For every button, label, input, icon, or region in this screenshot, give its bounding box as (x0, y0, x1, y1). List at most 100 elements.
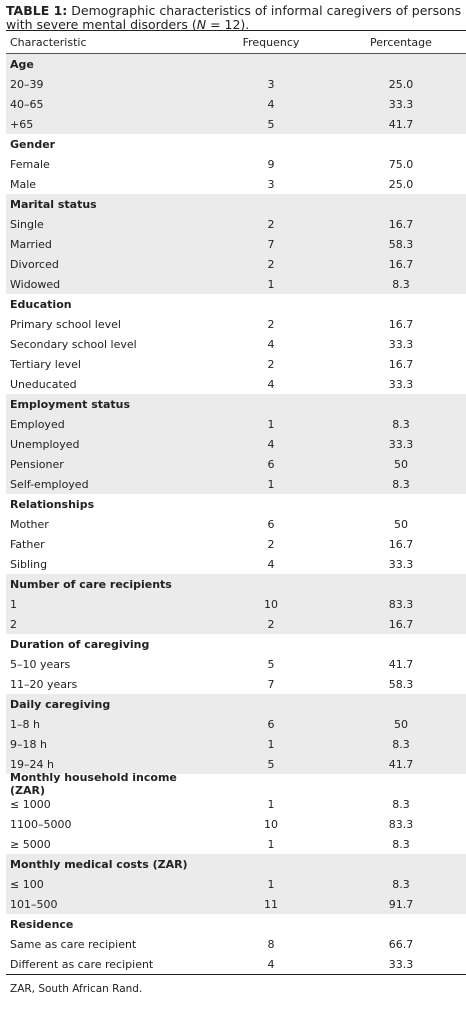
table-row: 40–65 4 33.3 (6, 94, 466, 114)
table-row: Sibling 4 33.3 (6, 554, 466, 574)
cell-percentage: 33.3 (388, 437, 414, 451)
table-footnote: ZAR, South African Rand. (10, 983, 143, 995)
cell-percentage: 8.3 (392, 837, 410, 851)
cell-frequency: 3 (267, 177, 275, 191)
section-title: Duration of caregiving (10, 637, 150, 651)
cell-characteristic: ≤ 1000 (10, 797, 51, 811)
cell-percentage: 16.7 (388, 257, 414, 271)
cell-frequency: 1 (267, 797, 275, 811)
section-title: Monthly medical costs (ZAR) (10, 857, 188, 871)
table-row: Single 2 16.7 (6, 214, 466, 234)
cell-frequency: 1 (267, 877, 275, 891)
section-title: Age (10, 57, 34, 71)
cell-percentage: 83.3 (388, 817, 414, 831)
cell-percentage: 33.3 (388, 957, 414, 971)
cell-frequency: 10 (264, 817, 278, 831)
table-caption-n-value: = 12). (206, 17, 250, 32)
cell-percentage: 16.7 (388, 317, 414, 331)
table-body: Age 20–39 3 25.0 40–65 4 33.3 +65 5 41.7 Gender Fem… (6, 54, 466, 974)
table-caption-label: TABLE 1: (6, 3, 68, 18)
cell-percentage: 41.7 (388, 657, 414, 671)
section-title: Daily caregiving (10, 697, 111, 711)
cell-frequency: 2 (267, 357, 275, 371)
cell-percentage: 25.0 (388, 77, 414, 91)
table-row: 1 10 83.3 (6, 594, 466, 614)
section-heading: Gender (6, 134, 466, 154)
cell-frequency: 2 (267, 537, 275, 551)
cell-percentage: 66.7 (388, 937, 414, 951)
cell-percentage: 33.3 (388, 557, 414, 571)
cell-characteristic: +65 (10, 117, 34, 131)
cell-frequency: 3 (267, 77, 275, 91)
cell-characteristic: Single (10, 217, 44, 231)
cell-characteristic: 9–18 h (10, 737, 47, 751)
section-heading: Education (6, 294, 466, 314)
section-title: Gender (10, 137, 56, 151)
cell-characteristic: Same as care recipient (10, 937, 137, 951)
table-header-row: Characteristic Frequency Percentage (6, 31, 466, 54)
table-row: Self-employed 1 8.3 (6, 474, 466, 494)
cell-frequency: 1 (267, 477, 275, 491)
table-row: Female 9 75.0 (6, 154, 466, 174)
cell-characteristic: Mother (10, 517, 49, 531)
cell-frequency: 7 (267, 237, 275, 251)
table-row: 1100–5000 10 83.3 (6, 814, 466, 834)
cell-characteristic: 101–500 (10, 897, 58, 911)
cell-characteristic: 19–24 h (10, 757, 54, 771)
table-row: Male 3 25.0 (6, 174, 466, 194)
table-caption-text: Demographic characteristics of informal … (6, 3, 462, 32)
table-row: Divorced 2 16.7 (6, 254, 466, 274)
cell-frequency: 1 (267, 737, 275, 751)
cell-frequency: 1 (267, 277, 275, 291)
cell-characteristic: 1100–5000 (10, 817, 72, 831)
table-row: 101–500 11 91.7 (6, 894, 466, 914)
section-heading: Daily caregiving (6, 694, 466, 714)
cell-percentage: 25.0 (388, 177, 414, 191)
cell-percentage: 8.3 (392, 877, 410, 891)
cell-percentage: 91.7 (388, 897, 414, 911)
section-heading: Number of care recipients (6, 574, 466, 594)
cell-characteristic: ≥ 5000 (10, 837, 51, 851)
section-title: Relationships (10, 497, 95, 511)
table-row: Father 2 16.7 (6, 534, 466, 554)
cell-characteristic: Widowed (10, 277, 61, 291)
cell-characteristic: Tertiary level (10, 357, 81, 371)
cell-percentage: 58.3 (388, 677, 414, 691)
header-percentage: Percentage (370, 35, 432, 49)
section-heading: Duration of caregiving (6, 634, 466, 654)
table-row: Secondary school level 4 33.3 (6, 334, 466, 354)
cell-percentage: 8.3 (392, 277, 410, 291)
table-top-rule (6, 30, 466, 31)
cell-characteristic: 2 (10, 617, 17, 631)
header-characteristic: Characteristic (10, 35, 87, 49)
cell-characteristic: Female (10, 157, 50, 171)
cell-frequency: 1 (267, 417, 275, 431)
section-title: Residence (10, 917, 74, 931)
cell-percentage: 75.0 (388, 157, 414, 171)
cell-percentage: 50 (394, 717, 408, 731)
cell-characteristic: Male (10, 177, 37, 191)
cell-characteristic: Employed (10, 417, 65, 431)
cell-frequency: 5 (267, 657, 275, 671)
table-caption: TABLE 1: Demographic characteristics of … (6, 0, 466, 32)
cell-characteristic: Secondary school level (10, 337, 137, 351)
section-heading: Monthly household income (ZAR) (6, 771, 466, 797)
section-title: Number of care recipients (10, 577, 172, 591)
section-heading: Relationships (6, 494, 466, 514)
cell-frequency: 4 (267, 557, 275, 571)
cell-characteristic: Uneducated (10, 377, 77, 391)
cell-percentage: 8.3 (392, 797, 410, 811)
cell-frequency: 10 (264, 597, 278, 611)
cell-frequency: 7 (267, 677, 275, 691)
cell-percentage: 16.7 (388, 617, 414, 631)
cell-characteristic: ≤ 100 (10, 877, 44, 891)
table-row: ≤ 100 1 8.3 (6, 874, 466, 894)
cell-percentage: 50 (394, 457, 408, 471)
cell-frequency: 5 (267, 117, 275, 131)
table-container: TABLE 1: Demographic characteristics of … (6, 0, 466, 995)
cell-percentage: 50 (394, 517, 408, 531)
cell-characteristic: 1–8 h (10, 717, 40, 731)
cell-characteristic: Different as care recipient (10, 957, 154, 971)
table-bottom-rule (6, 974, 466, 975)
cell-characteristic: Sibling (10, 557, 48, 571)
